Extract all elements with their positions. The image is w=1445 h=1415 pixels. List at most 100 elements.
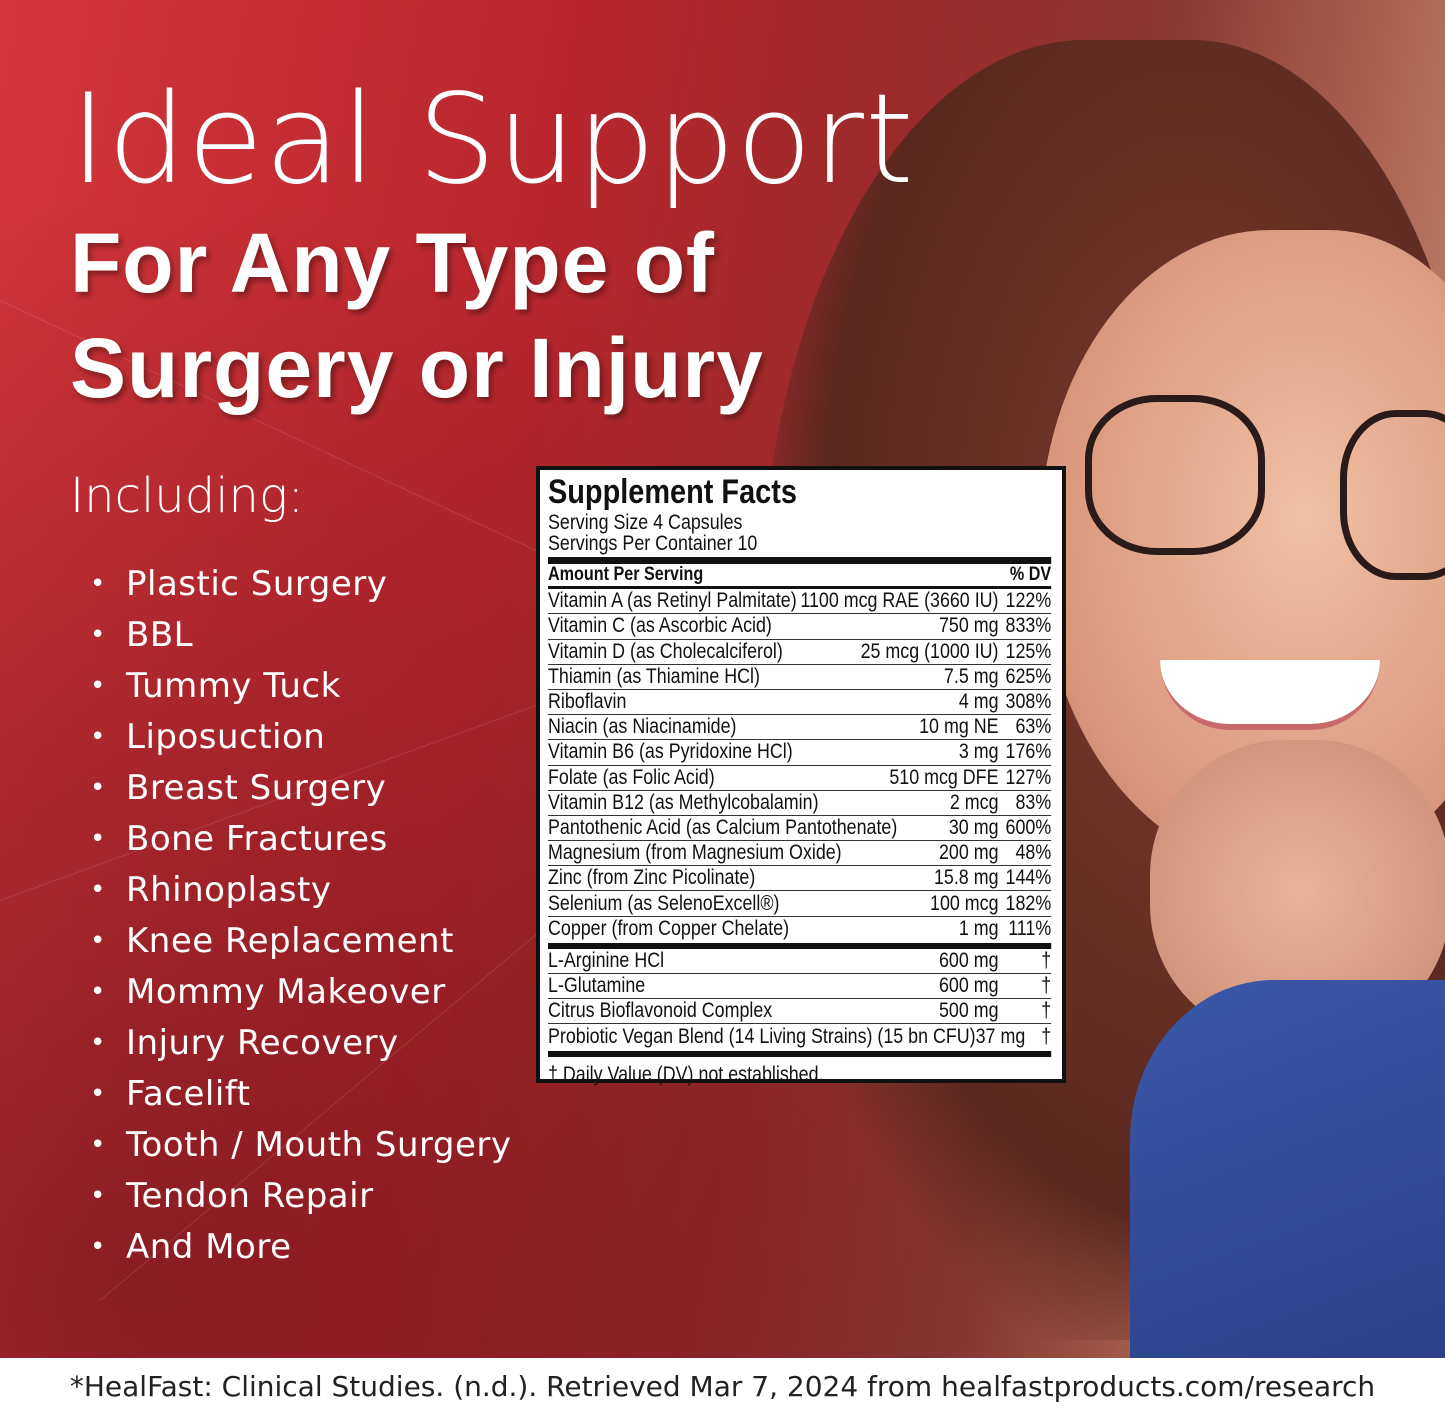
ingredient-dv: 83% (1015, 790, 1052, 814)
servings-per-container: Servings Per Container 10 (548, 532, 758, 555)
facts-row: Probiotic Vegan Blend (14 Living Strains… (548, 1024, 1051, 1049)
use-list-item: • Rhinoplasty (90, 864, 512, 915)
woman-shirt (1130, 980, 1445, 1358)
woman-smile (1160, 660, 1380, 730)
use-list-item: • And More (90, 1221, 512, 1272)
facts-row: Citrus Bioflavonoid Complex 500 mg † (548, 999, 1052, 1025)
bullet-icon: • (90, 1129, 106, 1160)
divider (548, 1050, 1052, 1057)
use-list-item: • Plastic Surgery (90, 558, 512, 609)
bullet-icon: • (90, 568, 106, 599)
use-label: Tummy Tuck (126, 665, 341, 706)
ingredient-amount: 200 mg (938, 841, 999, 865)
ingredient-amount: 15.8 mg (933, 866, 999, 890)
ingredient-amount: 7.5 mg (943, 664, 999, 688)
headline-line2: For Any Type of (70, 216, 715, 310)
ingredient-dv: 125% (1005, 639, 1052, 663)
ingredient-dv: 600% (1005, 815, 1052, 839)
divider (548, 942, 1052, 949)
ingredient-amount: 1 mg (958, 917, 999, 941)
ingredient-dv: † (1041, 974, 1052, 998)
bullet-icon: • (90, 1231, 106, 1262)
facts-row: Vitamin D (as Cholecalciferol) 25 mcg (10… (548, 639, 1052, 665)
ingredient-dv: 144% (1005, 866, 1052, 890)
ingredient-amount: 3 mg (958, 740, 999, 764)
serving-size: Serving Size 4 Capsules (548, 511, 743, 534)
use-label: Injury Recovery (126, 1022, 399, 1063)
facts-row: Zinc (from Zinc Picolinate) 15.8 mg 144% (548, 866, 1052, 892)
ingredient-dv: 625% (1005, 664, 1052, 688)
use-list-item: • Tendon Repair (90, 1170, 512, 1221)
bullet-icon: • (90, 976, 106, 1007)
use-list-item: • Liposuction (90, 711, 512, 762)
facts-row: L-Glutamine 600 mg † (548, 974, 1052, 1000)
glasses-left-lens (1085, 395, 1265, 555)
ingredient-amount: 600 mg (938, 974, 999, 998)
ingredient-amount: 500 mg (938, 999, 999, 1023)
ingredient-amount: 37 mg (975, 1024, 1026, 1048)
bullet-icon: • (90, 721, 106, 752)
ingredient-amount: 2 mcg (949, 790, 999, 814)
facts-row: Selenium (as SelenoExcell®) 100 mcg 182% (548, 891, 1052, 917)
ingredient-dv: 176% (1005, 740, 1052, 764)
ingredient-amount: 10 mg NE (919, 715, 999, 739)
ingredient-amount: 4 mg (958, 690, 999, 714)
ingredient-name: Vitamin C (as Ascorbic Acid) (548, 614, 772, 638)
citation-footer: *HealFast: Clinical Studies. (n.d.). Ret… (0, 1358, 1445, 1415)
supplement-facts-panel: Supplement Facts Serving Size 4 Capsules… (536, 466, 1066, 1086)
use-list-item: • Tummy Tuck (90, 660, 512, 711)
bullet-icon: • (90, 619, 106, 650)
ingredient-name: Citrus Bioflavonoid Complex (548, 999, 773, 1023)
ingredient-dv: 63% (1015, 715, 1052, 739)
bullet-icon: • (90, 670, 106, 701)
divider (548, 557, 1052, 564)
ingredient-name: Vitamin B12 (as Methylcobalamin) (548, 790, 819, 814)
ingredient-dv: 308% (1005, 690, 1052, 714)
header-amount: Amount Per Serving (548, 564, 704, 586)
use-list-item: • Facelift (90, 1068, 512, 1119)
header-dv: % DV (1009, 564, 1052, 586)
ingredient-dv: 182% (1005, 891, 1052, 915)
bullet-icon: • (90, 925, 106, 956)
ingredient-name: Probiotic Vegan Blend (14 Living Strains… (548, 1024, 976, 1048)
facts-row: Magnesium (from Magnesium Oxide) 200 mg 48… (548, 841, 1052, 867)
facts-row: L-Arginine HCl 600 mg † (548, 948, 1052, 974)
bullet-icon: • (90, 1180, 106, 1211)
ingredient-name: L-Arginine HCl (548, 948, 665, 972)
ingredient-name: L-Glutamine (548, 974, 646, 998)
ingredient-name: Niacin (as Niacinamide) (548, 715, 737, 739)
ingredient-amount: 1100 mcg RAE (3660 IU) (800, 589, 999, 613)
ingredient-name: Vitamin D (as Cholecalciferol) (548, 639, 783, 663)
ingredient-name: Pantothenic Acid (as Calcium Pantothenat… (548, 815, 898, 839)
ingredient-name: Selenium (as SelenoExcell®) (548, 891, 780, 915)
use-label: Plastic Surgery (126, 563, 388, 604)
facts-row: Copper (from Copper Chelate) 1 mg 111% (548, 917, 1051, 942)
facts-row: Vitamin C (as Ascorbic Acid) 750 mg 833% (548, 614, 1052, 640)
use-label: Breast Surgery (126, 767, 387, 808)
nutrient-rows: Vitamin A (as Retinyl Palmitate) 1100 mcg… (548, 589, 1052, 942)
use-label: Rhinoplasty (126, 869, 332, 910)
bullet-icon: • (90, 823, 106, 854)
bullet-icon: • (90, 874, 106, 905)
bullet-icon: • (90, 1078, 106, 1109)
ingredient-amount: 510 mcg DFE (889, 765, 999, 789)
use-list-item: • Mommy Makeover (90, 966, 512, 1017)
ingredient-name: Thiamin (as Thiamine HCl) (548, 664, 760, 688)
use-label: Knee Replacement (126, 920, 454, 961)
ingredient-name: Copper (from Copper Chelate) (548, 917, 790, 941)
facts-row: Pantothenic Acid (as Calcium Pantothenat… (548, 815, 1052, 842)
bullet-icon: • (90, 772, 106, 803)
use-label: Mommy Makeover (126, 971, 446, 1012)
use-label: Tendon Repair (126, 1175, 374, 1216)
ingredient-name: Vitamin B6 (as Pyridoxine HCl) (548, 740, 793, 764)
use-label: And More (126, 1226, 292, 1267)
ingredient-dv: 48% (1015, 841, 1052, 865)
ingredient-amount: 30 mg (948, 815, 999, 839)
glasses-right-lens (1340, 410, 1445, 580)
ingredient-dv: 833% (1005, 614, 1052, 638)
use-label: Facelift (126, 1073, 251, 1114)
ingredient-name: Zinc (from Zinc Picolinate) (548, 866, 756, 890)
ingredient-amount: 600 mg (938, 948, 999, 972)
facts-row: Vitamin B12 (as Methylcobalamin) 2 mcg 83% (548, 790, 1052, 816)
ingredient-dv: 122% (1005, 589, 1052, 613)
